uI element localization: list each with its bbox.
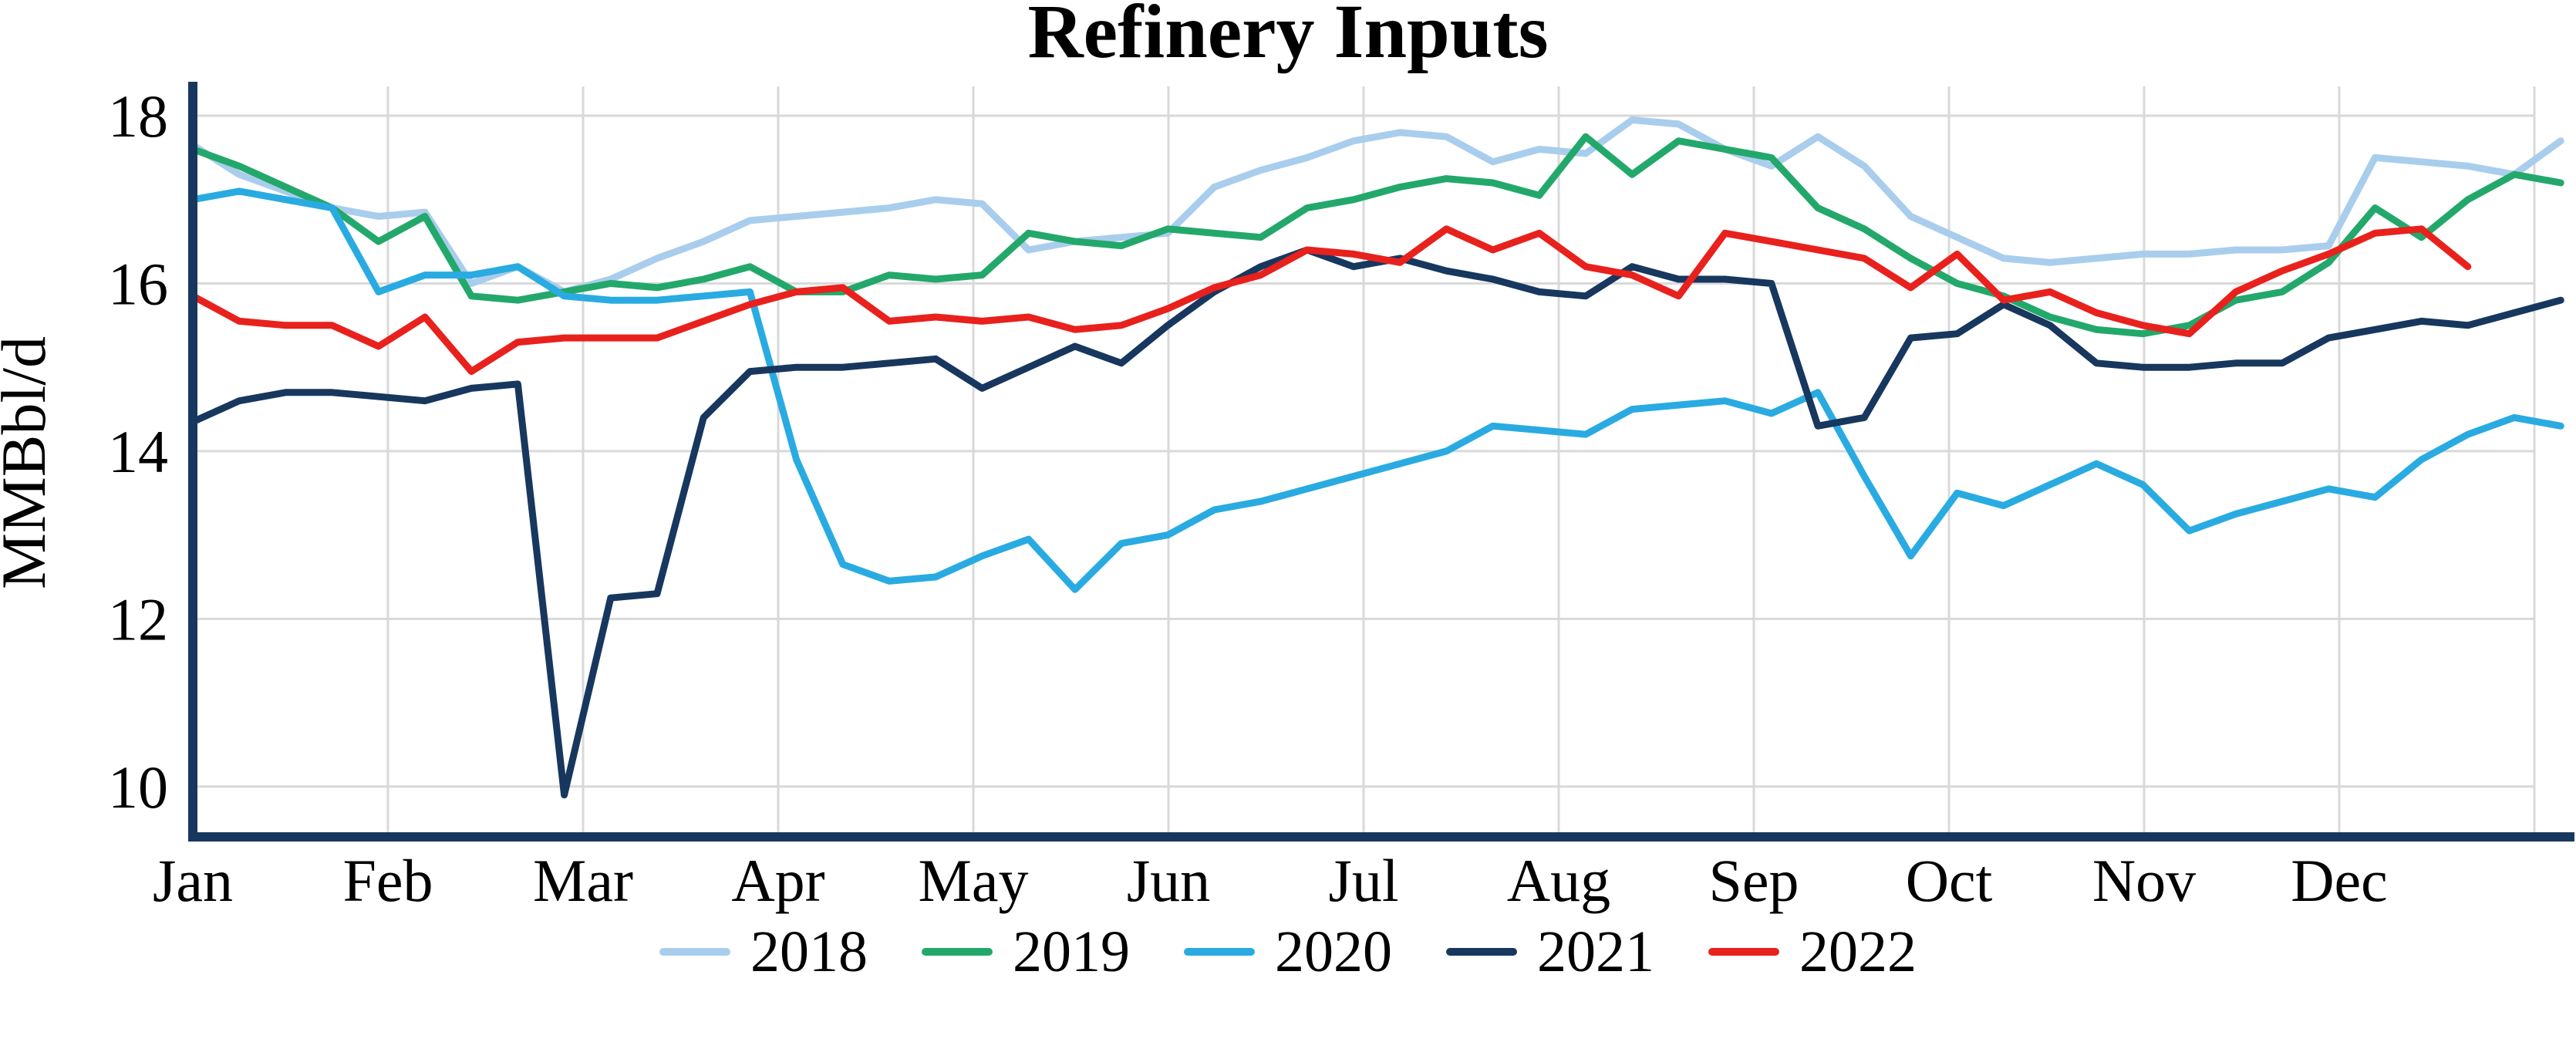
series-line-2019	[189, 133, 2564, 338]
series-line-2021	[189, 246, 2564, 799]
legend-label-2022: 2022	[1799, 919, 1917, 984]
legend-item-2018: 2018	[659, 923, 868, 981]
legend-label-2020: 2020	[1275, 919, 1392, 984]
legend-item-2020: 2020	[1184, 923, 1392, 981]
x-tick-label: Feb	[343, 847, 433, 914]
x-tick-label: Oct	[1906, 847, 1993, 914]
x-tick-label: Dec	[2291, 847, 2388, 914]
legend: 2018 2019 2020 2021 2022	[0, 923, 2576, 981]
legend-swatch-2019	[922, 948, 993, 956]
y-tick-label: 16	[108, 250, 168, 317]
x-tick-label: Jun	[1127, 847, 1210, 914]
x-tick-label: Jan	[153, 847, 233, 914]
legend-swatch-2018	[659, 948, 730, 956]
y-axis-label: MMBbl/d	[0, 336, 59, 589]
x-tick-label: Mar	[533, 847, 633, 914]
y-tick-label: 18	[108, 83, 168, 150]
legend-swatch-2021	[1446, 948, 1517, 956]
legend-swatch-2022	[1708, 948, 1779, 956]
y-tick-label: 12	[108, 585, 168, 653]
legend-label-2019: 2019	[1013, 919, 1130, 984]
legend-label-2021: 2021	[1537, 919, 1654, 984]
legend-item-2021: 2021	[1446, 923, 1654, 981]
legend-swatch-2020	[1184, 948, 1255, 956]
chart-title: Refinery Inputs	[1027, 0, 1549, 74]
x-tick-label: Sep	[1709, 847, 1799, 914]
legend-label-2018: 2018	[750, 919, 868, 984]
x-tick-label: May	[919, 847, 1029, 914]
x-tick-label: Nov	[2092, 847, 2196, 914]
x-tick-label: Aug	[1507, 847, 1610, 914]
series-line-2022	[189, 225, 2472, 376]
x-tick-label: Jul	[1328, 847, 1398, 914]
series-line-2018	[189, 116, 2564, 295]
legend-item-2019: 2019	[922, 923, 1130, 981]
y-tick-label: 14	[108, 418, 168, 485]
x-tick-label: Apr	[731, 847, 824, 914]
series-line-2020	[189, 187, 2564, 593]
y-tick-label: 10	[108, 754, 168, 821]
legend-item-2022: 2022	[1708, 923, 1917, 981]
